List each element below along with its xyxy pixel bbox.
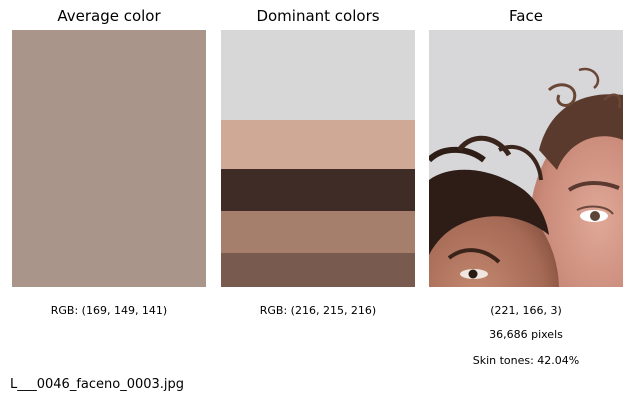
dominant-color-band	[221, 120, 415, 169]
face-photo-illustration	[429, 30, 623, 287]
face-title: Face	[509, 7, 543, 25]
dominant-color-band	[221, 30, 415, 120]
dominant-colors-stack	[221, 30, 415, 287]
dominant-color-band	[221, 211, 415, 253]
face-image	[429, 30, 623, 287]
dominant-colors-rgb-caption: RGB: (216, 215, 216)	[259, 304, 377, 317]
average-color-title: Average color	[57, 7, 161, 25]
face-pixel-count-caption: 36,686 pixels	[489, 328, 563, 341]
average-color-swatch	[12, 30, 206, 287]
dominant-color-band	[221, 253, 415, 287]
face-skin-tones-caption: Skin tones: 42.04%	[472, 354, 580, 367]
dominant-colors-title: Dominant colors	[256, 7, 380, 25]
face-rgb-caption: (221, 166, 3)	[490, 304, 562, 317]
average-color-rgb-caption: RGB: (169, 149, 141)	[50, 304, 168, 317]
dominant-color-band	[221, 169, 415, 211]
image-filename: L___0046_faceno_0003.jpg	[10, 377, 185, 392]
